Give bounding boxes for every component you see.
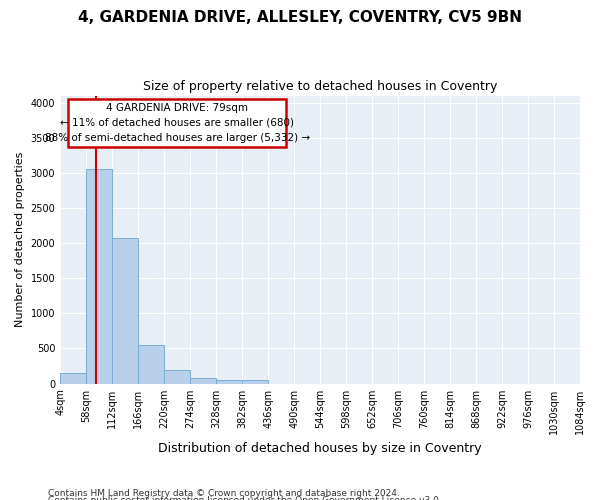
Title: Size of property relative to detached houses in Coventry: Size of property relative to detached ho…	[143, 80, 497, 93]
Text: Contains HM Land Registry data © Crown copyright and database right 2024.: Contains HM Land Registry data © Crown c…	[48, 488, 400, 498]
Bar	[112, 238, 138, 384]
Y-axis label: Number of detached properties: Number of detached properties	[15, 152, 25, 327]
Text: 4, GARDENIA DRIVE, ALLESLEY, COVENTRY, CV5 9BN: 4, GARDENIA DRIVE, ALLESLEY, COVENTRY, C…	[78, 10, 522, 25]
Text: Contains public sector information licensed under the Open Government Licence v3: Contains public sector information licen…	[48, 496, 442, 500]
Text: 4 GARDENIA DRIVE: 79sqm
← 11% of detached houses are smaller (680)
88% of semi-d: 4 GARDENIA DRIVE: 79sqm ← 11% of detache…	[44, 103, 310, 143]
Bar	[138, 345, 164, 384]
Bar	[190, 378, 216, 384]
Bar	[216, 380, 242, 384]
Bar	[86, 170, 112, 384]
Bar	[164, 370, 190, 384]
Bar	[60, 373, 86, 384]
Bar	[242, 380, 268, 384]
FancyBboxPatch shape	[68, 99, 286, 147]
X-axis label: Distribution of detached houses by size in Coventry: Distribution of detached houses by size …	[158, 442, 482, 455]
